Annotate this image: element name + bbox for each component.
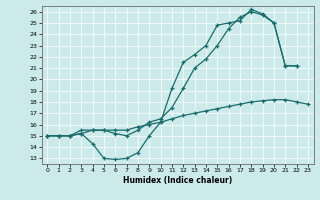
X-axis label: Humidex (Indice chaleur): Humidex (Indice chaleur) xyxy=(123,176,232,185)
